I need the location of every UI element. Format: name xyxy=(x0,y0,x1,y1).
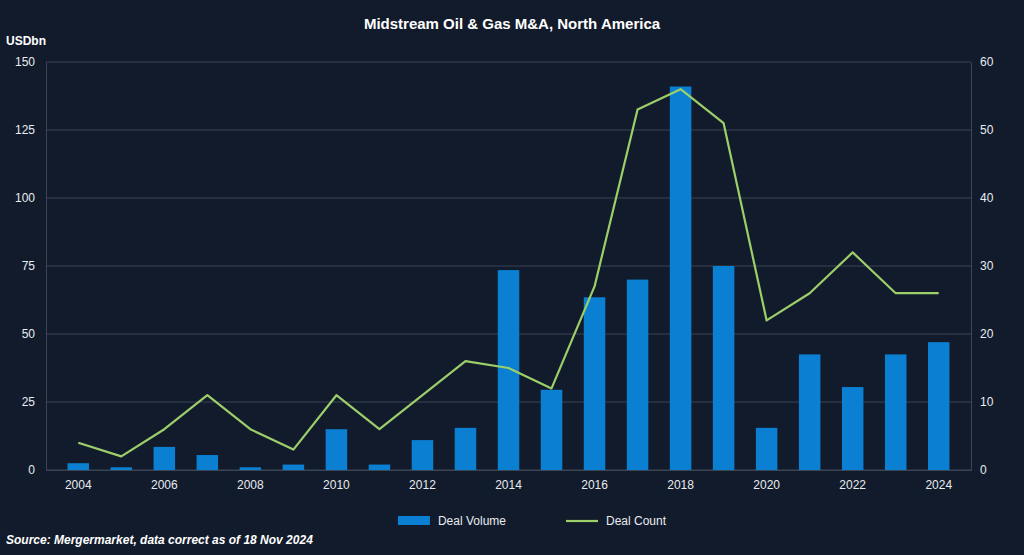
tick-label: 2004 xyxy=(65,478,92,492)
tick-label: 2024 xyxy=(925,478,952,492)
tick-label: 40 xyxy=(980,191,994,205)
tick: 2024 xyxy=(925,478,952,492)
chart-svg: 0255075100125150010203040506020042006200… xyxy=(0,0,1024,555)
x-axis: 2004 2006 2008 2010 2012 2014 2016 2018 2020 2022… xyxy=(47,471,972,492)
tick: 2018 xyxy=(667,478,694,492)
tick-label: 2008 xyxy=(237,478,264,492)
axis-line xyxy=(46,63,47,471)
grid xyxy=(46,62,971,470)
chart-container: 0255075100125150010203040506020042006200… xyxy=(0,0,1024,555)
tick-label: 2006 xyxy=(151,478,178,492)
tick: 40 xyxy=(971,191,994,205)
bar-series xyxy=(68,86,950,470)
tick: 0 xyxy=(28,463,46,477)
bar xyxy=(240,467,262,470)
tick-label: 50 xyxy=(22,327,36,341)
tick-label: 10 xyxy=(980,395,994,409)
tick: 2014 xyxy=(495,478,522,492)
tick: 20 xyxy=(971,327,994,341)
bar xyxy=(498,270,520,470)
bar xyxy=(455,428,477,470)
tick: 30 xyxy=(971,259,994,273)
grid-line xyxy=(46,130,971,131)
tick-label: 2020 xyxy=(753,478,780,492)
tick: 50 xyxy=(971,123,994,137)
bar xyxy=(111,467,133,470)
y2-axis: 0 10 20 30 40 50 60 xyxy=(971,55,994,477)
bar xyxy=(68,463,90,470)
tick: 75 xyxy=(22,259,46,273)
tick-label: 60 xyxy=(980,55,994,69)
bar xyxy=(756,428,778,470)
tick-label: 100 xyxy=(15,191,35,205)
grid-line xyxy=(46,266,971,267)
bar xyxy=(670,86,692,470)
tick-label: 25 xyxy=(22,395,36,409)
tick-label: 75 xyxy=(22,259,36,273)
axis-line xyxy=(47,470,972,471)
background xyxy=(0,0,1024,555)
bar xyxy=(197,455,219,470)
source-note: Source: Mergermarket, data correct as of… xyxy=(6,533,313,547)
bar xyxy=(713,266,735,470)
legend: Deal Volume Deal Count xyxy=(398,514,667,528)
tick: 50 xyxy=(22,327,46,341)
tick: 60 xyxy=(971,55,994,69)
tick: 0 xyxy=(971,463,987,477)
bar xyxy=(842,387,864,470)
tick-label: 0 xyxy=(980,463,987,477)
legend-label: Deal Count xyxy=(606,514,667,528)
bar xyxy=(584,297,606,470)
tick: 25 xyxy=(22,395,46,409)
axis-line xyxy=(971,63,972,471)
legend-item: Deal Count xyxy=(566,514,667,528)
tick-label: 2010 xyxy=(323,478,350,492)
bar xyxy=(326,429,348,470)
bar xyxy=(283,465,305,470)
tick: 2016 xyxy=(581,478,608,492)
tick-label: 2016 xyxy=(581,478,608,492)
tick-label: 20 xyxy=(980,327,994,341)
tick: 2012 xyxy=(409,478,436,492)
tick-label: 0 xyxy=(28,463,35,477)
tick-label: 50 xyxy=(980,123,994,137)
tick: 2022 xyxy=(839,478,866,492)
title: Midstream Oil & Gas M&A, North America xyxy=(364,15,661,32)
bar xyxy=(627,280,649,470)
tick: 150 xyxy=(15,55,46,69)
tick-label: 2018 xyxy=(667,478,694,492)
axis-title: USDbn xyxy=(6,34,46,48)
tick-label: 150 xyxy=(15,55,35,69)
bar xyxy=(412,440,434,470)
tick: 2004 xyxy=(65,478,92,492)
tick: 2006 xyxy=(151,478,178,492)
tick-label: 2022 xyxy=(839,478,866,492)
tick: 2010 xyxy=(323,478,350,492)
bar xyxy=(369,465,391,470)
bar xyxy=(885,354,907,470)
line xyxy=(78,89,938,456)
tick-label: 2012 xyxy=(409,478,436,492)
tick: 10 xyxy=(971,395,994,409)
tick-label: 2014 xyxy=(495,478,522,492)
bar xyxy=(799,354,821,470)
legend-item: Deal Volume xyxy=(398,514,506,528)
bar xyxy=(541,390,563,470)
grid-line xyxy=(46,62,971,63)
grid-line xyxy=(46,198,971,199)
legend-swatch xyxy=(566,520,598,522)
y-axis: 0 25 50 75 100 125 150 xyxy=(15,55,47,477)
plot-area xyxy=(68,86,950,470)
tick-label: 125 xyxy=(15,123,35,137)
tick: 2020 xyxy=(753,478,780,492)
bar xyxy=(928,342,950,470)
legend-swatch xyxy=(398,516,430,525)
tick: 125 xyxy=(15,123,46,137)
tick-label: 30 xyxy=(980,259,994,273)
tick: 2008 xyxy=(237,478,264,492)
legend-label: Deal Volume xyxy=(438,514,506,528)
tick: 100 xyxy=(15,191,46,205)
bar xyxy=(154,447,176,470)
